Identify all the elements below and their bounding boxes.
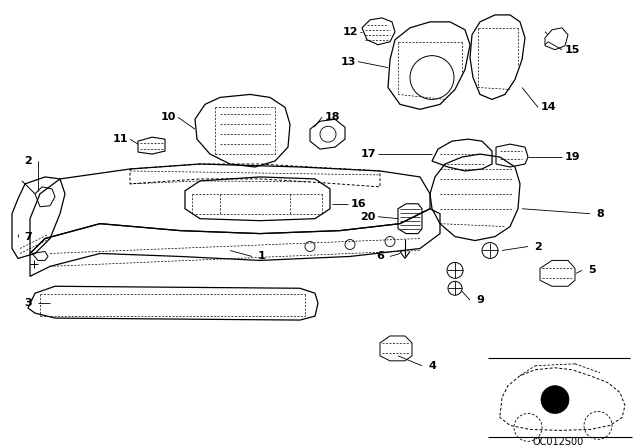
- Text: 10: 10: [160, 112, 176, 122]
- Text: 5: 5: [588, 265, 596, 276]
- Text: 16: 16: [350, 199, 366, 209]
- Text: 11: 11: [112, 134, 128, 144]
- Text: 13: 13: [340, 56, 356, 67]
- Circle shape: [541, 386, 569, 414]
- Text: 20: 20: [360, 212, 376, 222]
- Text: 3: 3: [24, 298, 32, 308]
- Text: 17: 17: [360, 149, 376, 159]
- Text: 12: 12: [342, 27, 358, 37]
- Text: 9: 9: [476, 295, 484, 305]
- Text: 2: 2: [24, 156, 32, 166]
- Text: 19: 19: [564, 152, 580, 162]
- Text: 8: 8: [596, 209, 604, 219]
- Text: 7: 7: [24, 232, 32, 241]
- Text: 18: 18: [324, 112, 340, 122]
- Text: 15: 15: [564, 45, 580, 55]
- Text: 14: 14: [540, 102, 556, 112]
- Text: 2: 2: [534, 241, 542, 251]
- Text: OC012S00: OC012S00: [532, 437, 584, 448]
- Text: 1: 1: [258, 251, 266, 262]
- Text: 6: 6: [376, 251, 384, 262]
- Text: 4: 4: [428, 361, 436, 371]
